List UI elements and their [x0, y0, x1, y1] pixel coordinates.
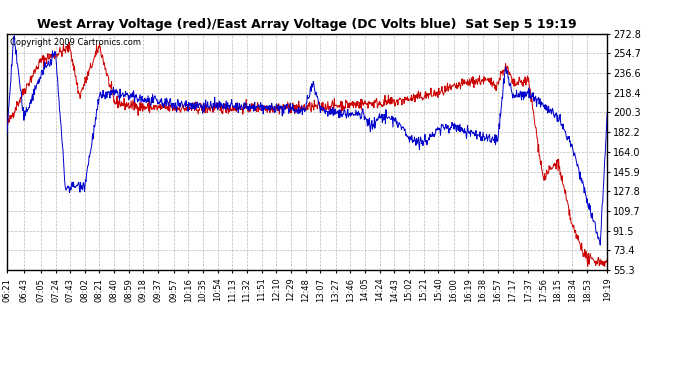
Text: Copyright 2009 Cartronics.com: Copyright 2009 Cartronics.com	[10, 39, 141, 48]
Title: West Array Voltage (red)/East Array Voltage (DC Volts blue)  Sat Sep 5 19:19: West Array Voltage (red)/East Array Volt…	[37, 18, 577, 31]
